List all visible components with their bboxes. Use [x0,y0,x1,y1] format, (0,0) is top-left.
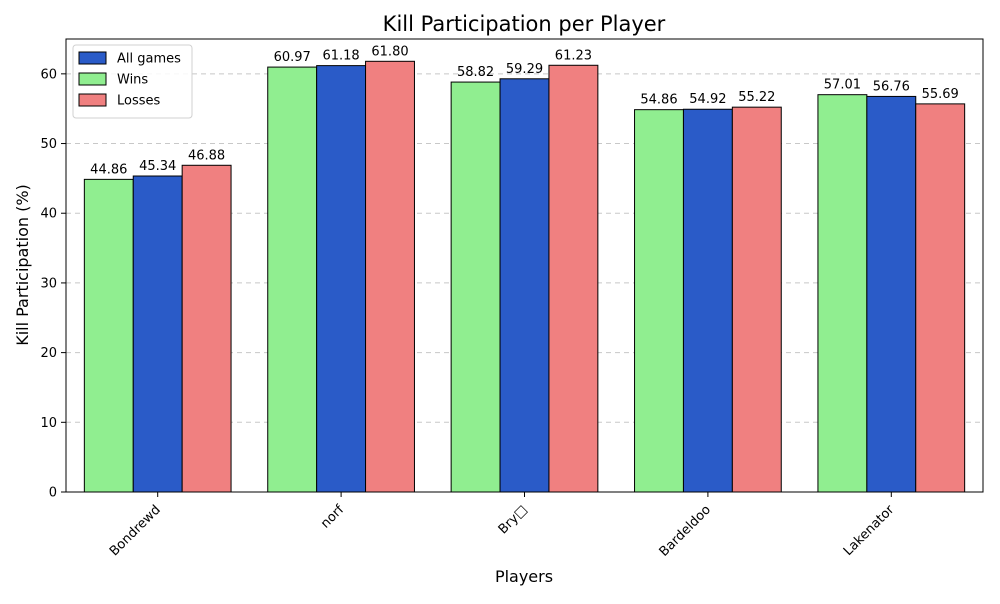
bar [451,82,500,492]
bar [867,96,916,492]
legend: All games Wins Losses [73,45,192,118]
bar [635,110,684,492]
legend-label: Wins [117,73,148,88]
legend-label: All games [117,52,181,67]
bar [916,104,965,492]
bar [732,107,781,492]
x-tick-label: Bry□ [496,502,531,537]
bar-value-label: 56.76 [873,79,910,94]
bar-value-label: 58.82 [457,65,494,80]
y-tick-label: 60 [40,67,57,82]
y-tick-label: 30 [40,276,57,291]
bar-value-label: 61.23 [555,48,592,63]
bar [182,165,231,492]
bar [268,67,317,492]
chart-title: Kill Participation per Player [383,12,666,36]
y-axis-label: Kill Participation (%) [13,184,32,346]
bar-value-label: 61.80 [371,44,408,59]
bar [133,176,182,492]
x-tick-label: Bardeldoo [657,502,714,559]
bar-value-label: 55.22 [738,90,775,105]
bar-value-label: 57.01 [824,78,861,93]
y-tick-label: 10 [40,416,57,431]
x-tick-label: norf [318,502,347,531]
bar [84,179,133,492]
bar-value-label: 45.34 [139,159,176,174]
bar [818,95,867,492]
legend-swatch [79,52,106,64]
bars [84,61,964,492]
bar-value-label: 55.69 [922,87,959,102]
bar-value-label: 44.86 [90,162,127,177]
bar [317,66,366,492]
y-tick-label: 0 [49,486,57,501]
bar-value-label: 61.18 [322,49,359,64]
x-tick-label: Bondrewd [107,502,164,559]
bar-value-label: 59.29 [506,62,543,77]
bar-value-label: 54.92 [689,92,726,107]
bar [500,79,549,492]
bar [366,61,415,492]
y-tick-label: 50 [40,137,57,152]
legend-swatch [79,94,106,106]
legend-label: Losses [117,94,161,109]
y-tick-label: 40 [40,207,57,222]
bar [549,65,598,492]
bar-value-label: 60.97 [274,50,311,65]
x-tick-label: Lakenator [841,502,898,559]
bar-value-label: 54.86 [640,93,677,108]
bar-value-label: 46.88 [188,148,225,163]
y-tick-label: 20 [40,346,57,361]
x-axis-label: Players [495,567,553,586]
bar [683,109,732,492]
legend-swatch [79,73,106,85]
